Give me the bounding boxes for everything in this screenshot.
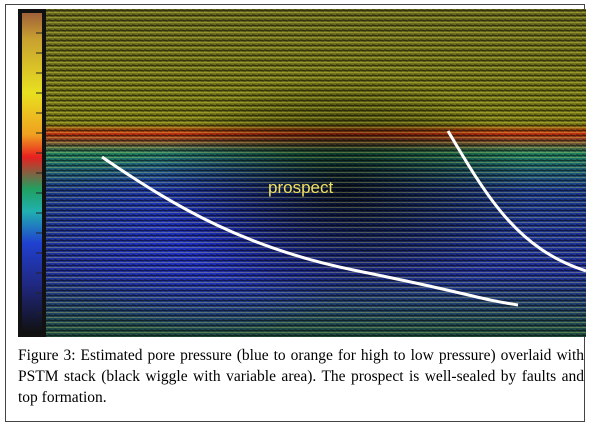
figure-caption: Figure 3: Estimated pore pressure (blue … <box>18 347 584 406</box>
fault-line <box>101 155 519 307</box>
color-bar-ticks <box>36 32 42 314</box>
wiggle-traces <box>46 9 586 337</box>
fault-line <box>446 130 586 273</box>
figure-frame: prospect Figure 3: Estimated pore pressu… <box>5 4 586 422</box>
prospect-label: prospect <box>268 178 333 197</box>
seismic-image: prospect <box>18 9 586 337</box>
